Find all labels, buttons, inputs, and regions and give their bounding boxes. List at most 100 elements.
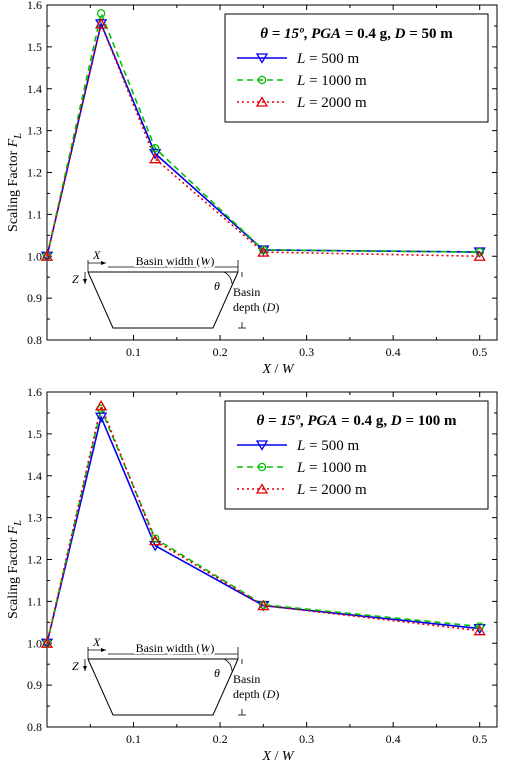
- chart1-y-tick-label: 1.3: [27, 511, 42, 525]
- chart1-legend-entry-rest: = 2000 m: [305, 482, 367, 498]
- chart0-inset-depth-label-2: depth (D): [233, 300, 279, 314]
- chart1-legend-entry-2: L = 2000 m: [296, 482, 367, 498]
- chart0-y-axis-label-text: Scaling Factor: [6, 147, 21, 232]
- chart0-legend-title-part: = 50 m: [405, 26, 453, 42]
- chart0-inset-depth-text: depth (: [233, 300, 267, 314]
- chart0-series-2-point: [257, 246, 270, 257]
- chart0-legend-entry-var: L: [296, 73, 305, 89]
- chart0-legend-box: [224, 13, 489, 123]
- chart0-theta-arc: [223, 271, 233, 285]
- chart0-y-tick-label: 1.0: [27, 249, 42, 263]
- chart1-legend-marker-0: [255, 440, 269, 451]
- chart1-basin-outline: [87, 658, 239, 716]
- chart1-series-1-point: [96, 404, 106, 413]
- chart0-y-axis-label-var: F: [6, 138, 21, 148]
- chart0-z-dim-arrow: [83, 279, 87, 284]
- chart1-legend-entry-var: L: [296, 460, 305, 476]
- chart1-legend-title-part: = 100 m: [402, 413, 457, 429]
- chart0-legend-title-part: PGA: [311, 26, 341, 42]
- chart0-y-axis-label: Scaling Factor FL: [6, 133, 24, 232]
- chart0-x-tick-label: 0.2: [213, 345, 228, 359]
- chart1-y-axis-label-var: F: [6, 525, 21, 535]
- chart1-y-tick-label: 1.6: [27, 387, 42, 399]
- chart0-x-axis-label: X / W: [261, 362, 294, 377]
- chart1-y-tick-label: 1.5: [27, 427, 42, 441]
- chart1-legend-title-part: D: [390, 413, 402, 429]
- chart1-x-dim-arrow: [101, 648, 106, 652]
- chart1-series-2-point: [257, 599, 270, 611]
- chart1-legend-title-part: = 0.4 g,: [337, 413, 391, 429]
- chart1-inset-theta-label: θ: [214, 666, 220, 680]
- chart1-inset-x-label: X: [92, 635, 101, 649]
- chart-svg-top: 0.8 0.9 1.0 1.1 1.2 1.3 1.4 1.5 1.6 0.1 0.2 0.3 0.4 0…: [6, 0, 498, 377]
- chart1-legend-entry-0: L = 500 m: [296, 438, 360, 454]
- chart1-legend-marker-2: [255, 483, 269, 494]
- chart1-legend-title: θ = 15º, PGA = 0.4 g, D = 100 m: [256, 413, 457, 429]
- chart0-legend-title: θ = 15º, PGA = 0.4 g, D = 50 m: [260, 26, 453, 42]
- chart0-series-1-point: [96, 9, 106, 18]
- chart1-y-tick-label: 0.9: [27, 678, 42, 692]
- chart0-x-tick-label: 0.5: [472, 345, 487, 359]
- chart1-inset-depth-text: depth (: [233, 687, 267, 701]
- chart1-y-tick-label: 1.2: [27, 553, 42, 567]
- chart0-y-tick-label: 1.4: [27, 82, 42, 96]
- chart0-legend-entry-1: L = 1000 m: [296, 73, 367, 89]
- chart0-legend-entry-rest: = 1000 m: [305, 73, 367, 89]
- chart1-x-tick-label: 0.4: [386, 732, 401, 746]
- chart0-y-tick-label: 0.8: [27, 333, 42, 347]
- chart1-x-tick-label: 0.5: [472, 732, 487, 746]
- chart0-y-tick-label: 1.3: [27, 124, 42, 138]
- chart1-legend-title-part: ,: [300, 413, 308, 429]
- chart1-y-axis-label-text: Scaling Factor: [6, 534, 21, 619]
- chart1-inset-depth-close: ): [275, 687, 279, 701]
- chart0-series-2-point: [473, 250, 486, 261]
- chart1-series-0-line: [46, 414, 480, 644]
- chart0-legend-entry-0: L = 500 m: [296, 51, 360, 67]
- chart1-inset-depth-label-1: Basin: [233, 672, 260, 686]
- chart0-series-2-point: [94, 18, 108, 29]
- chart1-x-axis-label-num: X: [261, 749, 271, 764]
- chart0-inset-depth-label-1: Basin: [233, 285, 260, 299]
- chart1-series-2-point: [94, 400, 108, 411]
- chart1-legend-entry-var: L: [296, 438, 305, 454]
- chart1-x-axis-label-slash: /: [271, 749, 282, 764]
- chart0-legend-entry-2: L = 2000 m: [296, 95, 367, 111]
- chart0-x-tick-label: 0.3: [299, 345, 314, 359]
- chart1-series-1-point: [475, 622, 484, 631]
- chart0-inset-width-close: ): [210, 254, 214, 268]
- chart0-series-1-point: [475, 247, 484, 257]
- chart1-x-tick-label: 0.1: [126, 732, 141, 746]
- chart0-inset-theta-label: θ: [214, 279, 220, 293]
- chart1-y-tick-label: 1.1: [27, 594, 42, 608]
- chart1-series-2-point: [473, 624, 486, 636]
- chart1-legend-entry-rest: = 500 m: [305, 438, 359, 454]
- chart1-y-tick-label: 1.0: [27, 636, 42, 650]
- chart1-legend-box: [224, 400, 489, 510]
- chart0-inset-depth-var: D: [266, 300, 276, 314]
- chart0-inset-x-label: X: [92, 248, 101, 262]
- chart1-y-tick-label: 0.8: [27, 720, 42, 734]
- chart-svg-bottom: 0.8 0.9 1.0 1.1 1.2 1.3 1.4 1.5 1.6 0.1 0.2 0.3 0.4 0…: [6, 385, 498, 764]
- chart1-legend-title-part: θ = 15º: [256, 413, 300, 429]
- chart0-y-tick-label: 1.5: [27, 40, 42, 54]
- chart0-legend-entry-var: L: [296, 51, 305, 67]
- chart0-legend-title-part: ,: [304, 26, 312, 42]
- chart0-legend-marker-0: [255, 53, 269, 64]
- chart0-series-1-point: [150, 143, 160, 153]
- chart0-inset-width-text: Basin width (: [136, 254, 201, 268]
- chart0-series-0-point: [149, 149, 162, 160]
- chart0-legend-entry-rest: = 2000 m: [305, 95, 367, 111]
- chart1-y-axis-label-sub: L: [13, 520, 24, 527]
- chart0-inset-z-label: Z: [72, 272, 79, 286]
- chart0-legend-title-part: = 0.4 g,: [341, 26, 395, 42]
- chart-panel-top: 0.8 0.9 1.0 1.1 1.2 1.3 1.4 1.5 1.6 0.1 0.2 0.3 0.4 0…: [0, 0, 505, 386]
- chart0-y-tick-label: 1.1: [27, 207, 42, 221]
- chart0-x-axis-label-slash: /: [271, 362, 282, 377]
- chart0-y-tick-label: 1.6: [27, 0, 42, 12]
- chart0-series-2-point: [149, 152, 162, 164]
- chart0-y-axis-label-sub: L: [13, 133, 24, 140]
- chart0-x-axis-label-den: W: [282, 362, 295, 377]
- chart1-inset-depth-var: D: [266, 687, 276, 701]
